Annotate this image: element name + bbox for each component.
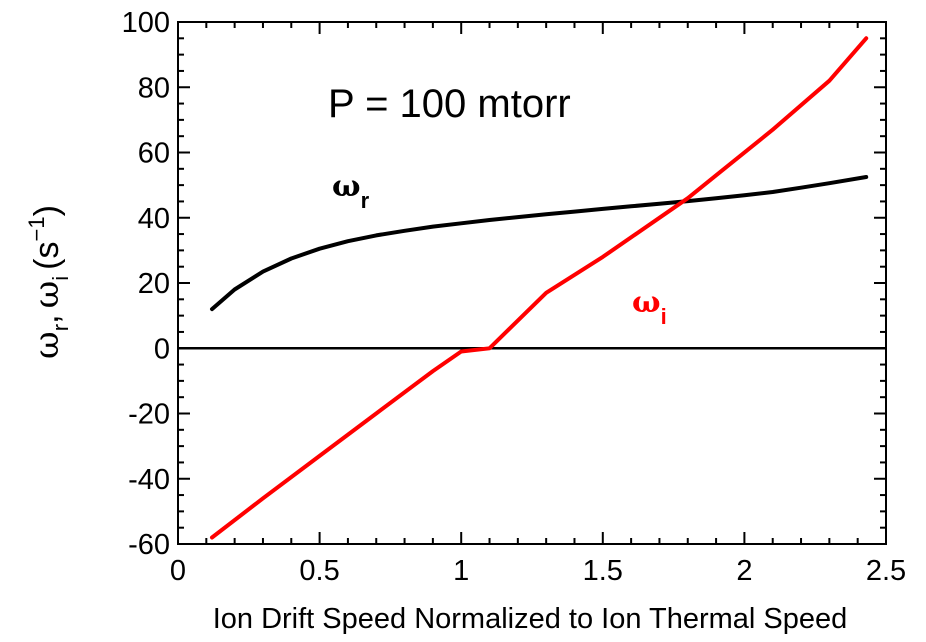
- plot-area: [177, 21, 887, 545]
- y-tick-label: 20: [138, 268, 170, 300]
- y-tick-label: 80: [138, 72, 170, 104]
- y-title-sub-i: i: [48, 276, 73, 281]
- series-label-omega-r-sub: r: [361, 188, 370, 213]
- y-title-comma: ,: [28, 314, 66, 323]
- series-line-omega-r: [210, 175, 869, 312]
- y-tick-label: 40: [138, 203, 170, 235]
- x-tick-label: 1.5: [583, 555, 623, 587]
- y-tick-label: -40: [128, 464, 170, 496]
- y-tick-label: -60: [128, 529, 170, 561]
- series-label-omega-i-main: ω: [632, 285, 661, 320]
- y-title-omega-r: ω: [27, 331, 67, 359]
- series-label-omega-r-main: ω: [332, 169, 361, 204]
- y-tick-label: 60: [138, 138, 170, 170]
- y-tick-label: 0: [154, 333, 170, 365]
- x-tick-label: 0: [170, 555, 186, 587]
- y-tick-label: 100: [122, 7, 170, 39]
- y-axis-title: ωr,ωi(s−1): [24, 205, 73, 359]
- x-tick-label: 0.5: [299, 555, 339, 587]
- x-tick-label: 2.5: [866, 555, 906, 587]
- y-title-omega-i: ω: [27, 281, 67, 309]
- x-tick-label: 2: [736, 555, 752, 587]
- y-title-unit-close: ): [28, 205, 66, 216]
- x-axis-title: Ion Drift Speed Normalized to Ion Therma…: [213, 603, 848, 635]
- x-tick-label: 1: [453, 555, 469, 587]
- axis-ticks: [177, 21, 887, 545]
- series-label-omega-i: ωi: [632, 285, 667, 329]
- series-label-omega-r: ωr: [332, 169, 370, 213]
- y-title-unit-open: (s: [28, 241, 66, 269]
- y-tick-labels: 100 80 60 40 20 0 -20 -40 -60: [122, 7, 170, 561]
- y-tick-label: -20: [128, 399, 170, 431]
- x-tick-labels: 0 0.5 1 1.5 2 2.5: [170, 555, 906, 587]
- y-title-unit-sup: −1: [24, 216, 49, 241]
- plot-annotation: P = 100 mtorr: [328, 82, 571, 126]
- series-group: [210, 36, 869, 540]
- series-label-omega-i-sub: i: [661, 304, 667, 329]
- series-line-omega-i: [210, 36, 869, 540]
- y-title-sub-r: r: [48, 324, 73, 331]
